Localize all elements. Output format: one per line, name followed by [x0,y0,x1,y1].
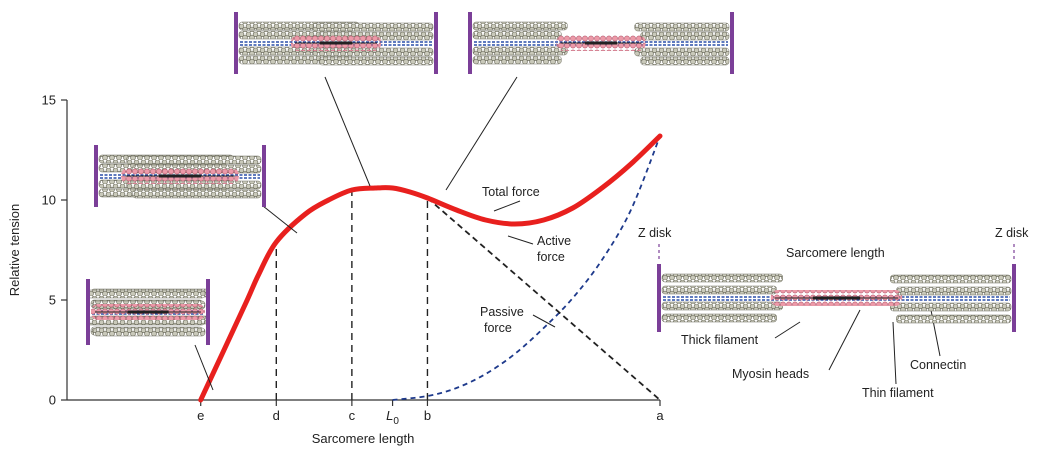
x-markers: e d c L0 b a [197,400,664,427]
sarcomere-inset-d [94,145,266,207]
z-disk-label-left: Z disk [638,226,672,240]
guide-lines [275,190,429,400]
label-passive-force-1: Passive [480,305,524,319]
sarcomere-labeled [657,264,1016,332]
leader-active-force [507,235,534,245]
series-layer [198,133,663,403]
y-tick-label-0: 0 [49,393,56,408]
y-tick-label-10: 10 [42,193,56,208]
myosin-heads-leader [828,309,861,371]
label-active-force-1: Active [537,234,571,248]
x-tick-label-d: d [273,408,280,423]
inset-leaders [194,76,518,391]
series-total-force [198,133,663,403]
thin-filament-leader [892,321,897,385]
sarcomere-length-label: Sarcomere length [786,246,885,260]
label-active-force-2: force [537,250,565,264]
sarcomere-diagram: Z disk Z disk Sarcomere length Thick fil… [638,226,1029,400]
leader-total-force [493,200,521,212]
sarcomere-inset-e [86,279,210,345]
x-tick-label-b: b [424,408,431,423]
series-active-force [426,197,661,401]
connectin-label: Connectin [910,358,966,372]
y-tick-label-5: 5 [49,293,56,308]
y-axis-title: Relative tension [7,204,22,297]
sarcomere-insets [86,12,734,345]
x-tick-label-a: a [656,408,664,423]
z-disk-label-right: Z disk [995,226,1029,240]
thin-filament-label: Thin filament [862,386,934,400]
thick-filament-label: Thick filament [681,333,759,347]
connectin-leader [929,304,941,357]
x-axis-title: Sarcomere length [312,431,415,446]
y-ticks: 0 5 10 15 [42,93,67,408]
x-tick-label-L0: L0 [386,408,399,427]
myosin-heads-label: Myosin heads [732,367,809,381]
sarcomere-inset-b [468,12,734,74]
thick-filament-leader [774,321,801,339]
label-total-force: Total force [482,185,540,199]
leader-passive-force [532,314,556,328]
x-tick-label-c: c [349,408,356,423]
x-tick-label-e: e [197,408,204,423]
sarcomere-inset-c [234,12,438,74]
y-tick-label-15: 15 [42,93,56,108]
label-passive-force-2: force [484,321,512,335]
series-passive-force [392,135,661,401]
